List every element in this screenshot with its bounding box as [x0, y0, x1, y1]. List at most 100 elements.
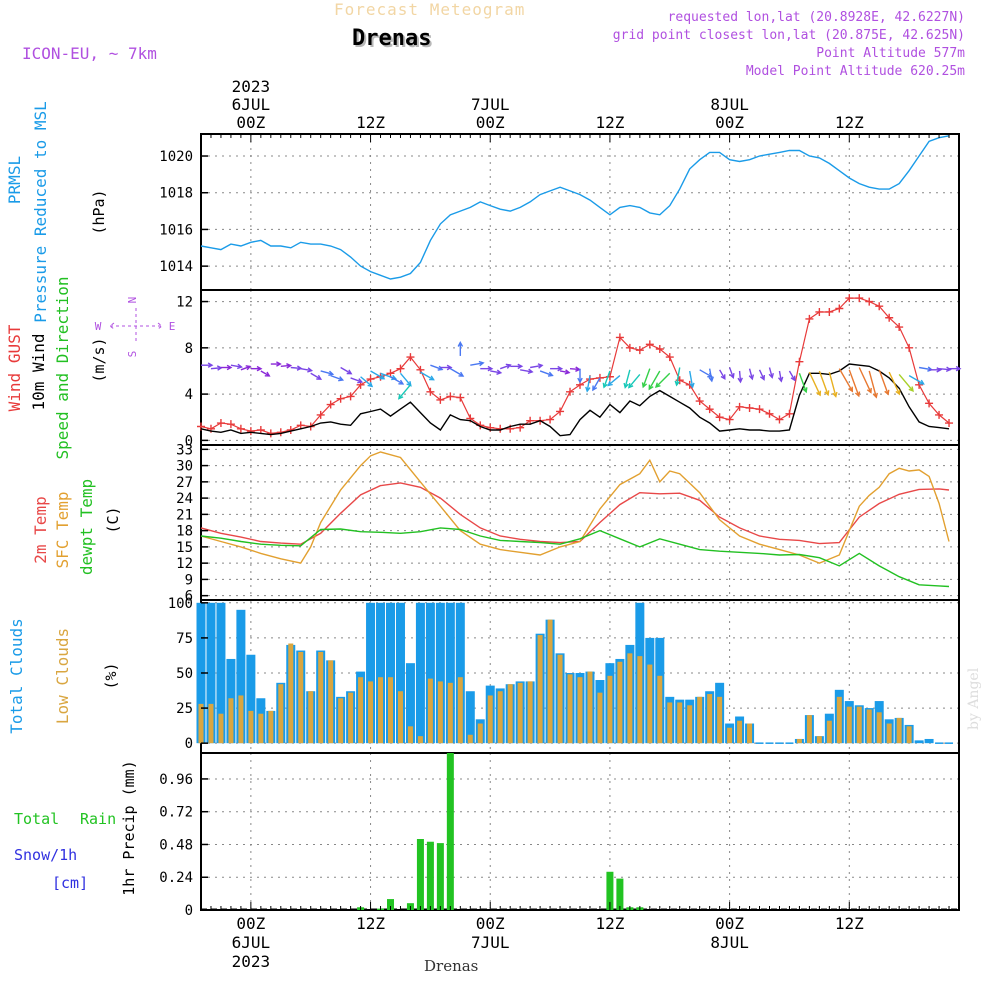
- wind-arrowhead: [245, 365, 252, 371]
- y-tick-label: 8: [185, 341, 193, 357]
- gust-marker: [246, 427, 255, 436]
- total-cloud-bar: [366, 602, 376, 744]
- gust-marker: [905, 343, 914, 352]
- wind-arrow: [738, 370, 742, 382]
- low-cloud-bar: [597, 692, 603, 744]
- wind-arrowhead: [379, 374, 386, 380]
- low-cloud-bar: [737, 720, 743, 744]
- precip-bar: [416, 839, 424, 910]
- gust-marker: [695, 397, 704, 406]
- wind-arrow: [708, 368, 713, 382]
- grid-lines: [201, 134, 959, 911]
- low-cloud-bar: [288, 643, 294, 744]
- gust-marker: [765, 409, 774, 418]
- gust-marker: [526, 416, 535, 425]
- gust-marker: [865, 297, 874, 306]
- pressure-unit: (hPa): [90, 189, 108, 234]
- wind-arrow: [768, 367, 773, 378]
- wind-arrow: [788, 370, 796, 381]
- bottom-hour-label: 12Z: [595, 914, 624, 933]
- wind-arrowhead: [446, 364, 453, 371]
- wind-arrowhead: [316, 374, 323, 380]
- wind-arrowhead: [759, 374, 765, 381]
- top-hour-label: 00Z: [715, 113, 744, 132]
- wind-arrow: [240, 365, 251, 371]
- gust-marker: [566, 387, 575, 396]
- wind-arrow: [848, 369, 860, 397]
- total-cloud-bar: [465, 691, 475, 744]
- sfc-temp-line: [200, 451, 950, 564]
- wind-arrowhead: [627, 382, 634, 389]
- gust-marker: [396, 364, 405, 373]
- wind-arrowhead: [919, 379, 925, 385]
- low-cloud-bar: [447, 682, 453, 744]
- temp-unit: (C): [104, 506, 122, 533]
- wind-arrow: [818, 370, 829, 396]
- wind-arrowhead: [328, 370, 335, 376]
- y-tick-label: 12: [176, 556, 193, 572]
- wind-arrowhead: [648, 384, 654, 391]
- low-cloud-bar: [397, 691, 403, 744]
- low-cloud-bar: [607, 675, 613, 744]
- precip-bar: [606, 871, 614, 910]
- temp-ylabel-2m: 2m Temp: [31, 496, 50, 563]
- low-cloud-bar: [268, 710, 274, 744]
- wind-arrowhead: [527, 368, 534, 375]
- total-cloud-bar: [405, 663, 415, 744]
- precip-legend-rain: Rain: [80, 810, 116, 828]
- y-tick-label: 15: [176, 540, 193, 556]
- total-cloud-bar: [924, 738, 934, 744]
- wind-arrowhead: [585, 386, 591, 393]
- wind-arrow: [728, 367, 734, 378]
- wind-arrow: [699, 369, 713, 378]
- y-tick-label: 0.96: [159, 772, 193, 788]
- y-tick-label: 100: [168, 596, 193, 612]
- wind-arrow: [624, 369, 631, 388]
- bottom-day-label: 6JUL: [232, 933, 271, 952]
- gust-marker: [386, 369, 395, 378]
- wind-arrow: [430, 364, 443, 371]
- wind-arrowhead: [397, 394, 404, 400]
- dewpt-line: [200, 527, 950, 588]
- gust-marker: [296, 421, 305, 430]
- gust-marker: [426, 387, 435, 396]
- gust-marker: [755, 405, 764, 414]
- wind-ylabel-gust: Wind GUST: [5, 324, 24, 411]
- wind-arrow: [758, 369, 765, 380]
- wind-arrowhead: [457, 341, 464, 347]
- bottom-hour-label: 00Z: [236, 914, 265, 933]
- gust-marker: [775, 415, 784, 424]
- model-label: ICON-EU, ~ 7km: [22, 44, 157, 63]
- wind-arrowhead: [437, 365, 444, 371]
- low-cloud-bar: [557, 654, 563, 744]
- wind-arrowhead: [276, 361, 282, 367]
- wind-arrow: [449, 368, 464, 377]
- wind-arrow: [340, 366, 352, 375]
- wind-arrowhead: [768, 373, 774, 379]
- wind-arrowhead: [623, 382, 629, 389]
- total-cloud-bar: [425, 602, 435, 744]
- low-cloud-bar: [677, 702, 683, 744]
- wind-arrowhead: [607, 380, 613, 387]
- wind-arrow: [838, 368, 853, 392]
- low-cloud-bar: [906, 726, 912, 744]
- cloud-ylabel-low: Low Clouds: [53, 628, 72, 724]
- wind-arrowhead: [398, 379, 405, 385]
- wind-arrow: [748, 368, 753, 380]
- gust-marker: [436, 395, 445, 404]
- wind-arrowhead: [537, 363, 544, 369]
- gust-marker: [336, 394, 345, 403]
- wind-arrowhead: [708, 376, 714, 383]
- wind-arrowhead: [641, 382, 648, 389]
- wind-arrowhead: [557, 365, 564, 372]
- low-cloud-bar: [577, 677, 583, 744]
- bottom-day-label: 7JUL: [471, 933, 510, 952]
- wind-arrowhead: [748, 374, 755, 381]
- wind-arrow: [210, 367, 222, 370]
- gust-marker: [625, 343, 634, 352]
- wind-arrow: [320, 370, 333, 375]
- total-cloud-bar: [395, 602, 405, 744]
- low-cloud-bar: [687, 705, 693, 744]
- temp-ylabel-sfc: SFC Temp: [53, 491, 72, 568]
- requested-coords: requested lon,lat (20.8928E, 42.6227N): [667, 10, 965, 25]
